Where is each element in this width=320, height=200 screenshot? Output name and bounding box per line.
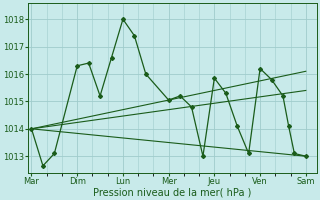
X-axis label: Pression niveau de la mer( hPa ): Pression niveau de la mer( hPa ): [93, 187, 252, 197]
